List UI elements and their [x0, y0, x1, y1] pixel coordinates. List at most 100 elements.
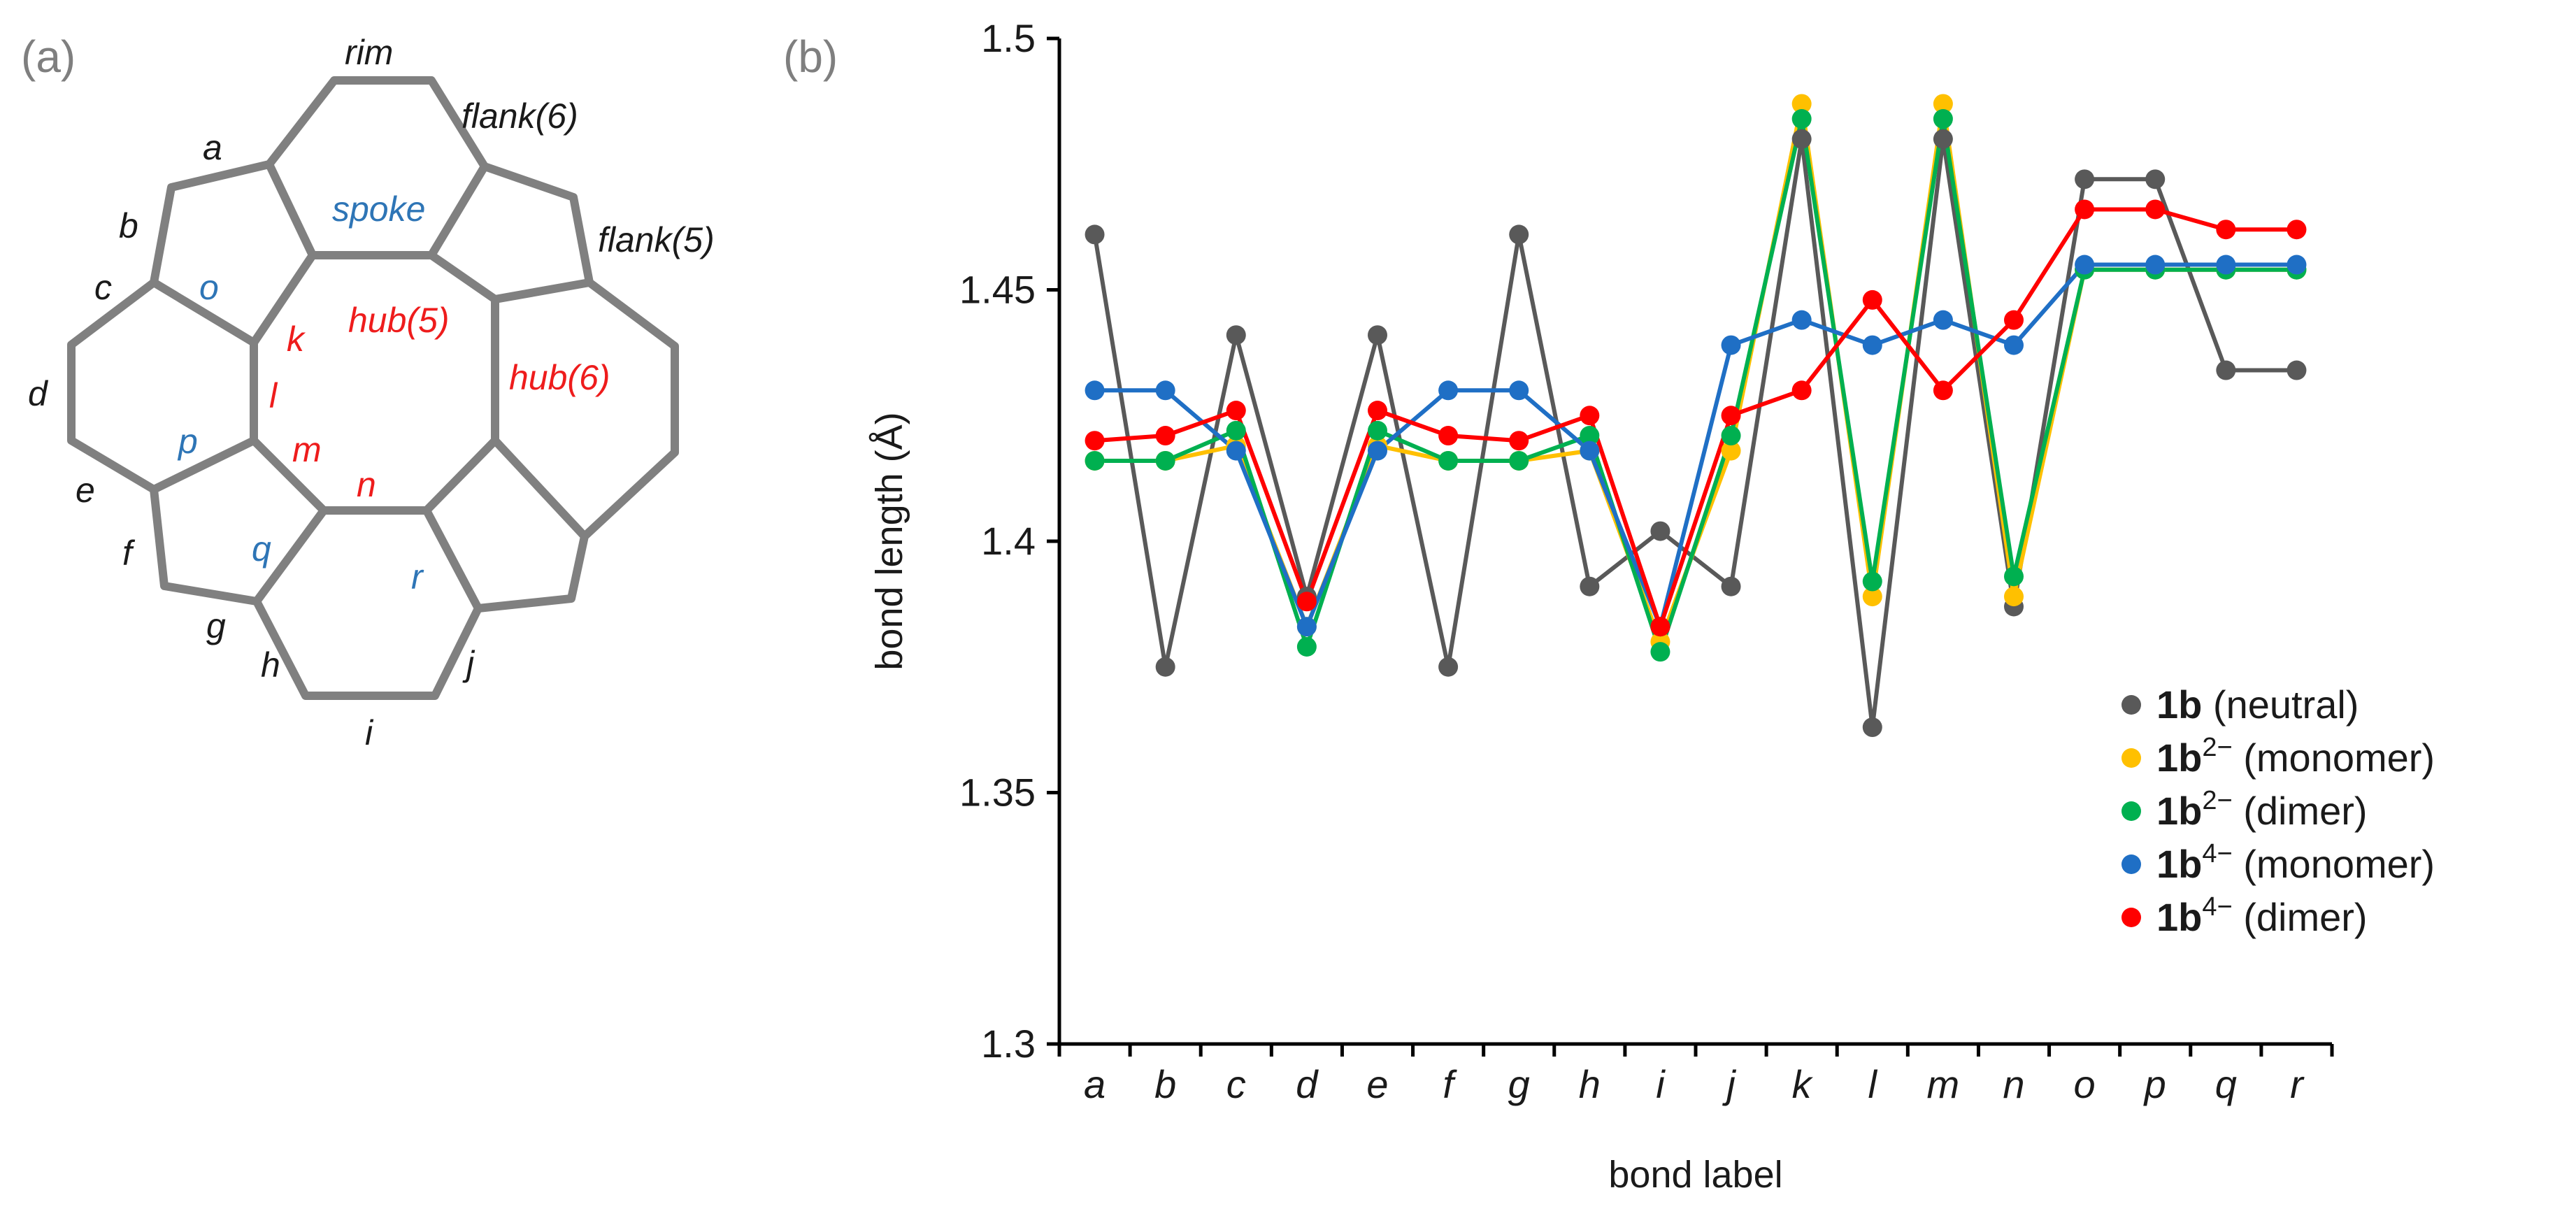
y-tick-label: 1.45 — [959, 268, 1036, 312]
data-point — [2287, 255, 2307, 275]
legend-marker — [2121, 854, 2141, 874]
legend-entry: 1b4− (dimer) — [2156, 892, 2368, 939]
series-lines — [1092, 101, 2297, 729]
data-point — [1721, 406, 1741, 426]
spoke-bond — [491, 278, 594, 303]
x-tick-label: n — [2003, 1062, 2024, 1106]
data-point — [1509, 380, 1529, 401]
label-e: e — [76, 471, 95, 510]
label-spoke: spoke — [332, 189, 425, 229]
data-point — [1791, 380, 1812, 401]
legend-entry: 1b2− (dimer) — [2156, 786, 2368, 833]
data-point — [1650, 617, 1670, 637]
data-point — [1933, 310, 1953, 330]
red-bond-labels: hub(5) hub(6) k l m n — [269, 301, 610, 504]
data-point — [1296, 592, 1317, 612]
data-point — [1721, 441, 1741, 461]
y-tick-label: 1.35 — [959, 771, 1036, 815]
data-point — [1721, 335, 1741, 355]
data-point — [1085, 450, 1105, 471]
series-line-4 — [1094, 207, 2297, 629]
label-l: l — [269, 376, 278, 415]
x-tick-label: d — [1296, 1062, 1319, 1106]
label-h: h — [261, 645, 280, 685]
data-point — [2287, 220, 2307, 240]
label-j: j — [462, 644, 475, 683]
label-i: i — [365, 713, 374, 752]
legend-marker — [2121, 801, 2141, 821]
x-tick-label: k — [1792, 1062, 1814, 1106]
data-point — [1368, 441, 1387, 461]
data-point — [1155, 380, 1175, 401]
data-point — [1791, 94, 1812, 114]
data-point — [1438, 657, 1459, 677]
x-tick-label: l — [1868, 1062, 1878, 1106]
data-point — [1509, 450, 1529, 471]
data-point — [1085, 431, 1105, 451]
data-point — [1438, 450, 1459, 471]
x-tick-label: a — [1084, 1062, 1105, 1106]
data-point — [2145, 199, 2166, 220]
data-point — [1933, 380, 1953, 401]
data-point — [1226, 420, 1246, 441]
x-tick-label: b — [1154, 1062, 1176, 1106]
label-flank5: flank(5) — [598, 220, 715, 259]
data-point — [1791, 109, 1812, 129]
x-tick-label: e — [1366, 1062, 1388, 1106]
y-tick-label: 1.3 — [981, 1022, 1036, 1066]
label-flank6: flank(6) — [461, 96, 578, 136]
x-tick-label: r — [2290, 1062, 2305, 1106]
label-a: a — [203, 128, 222, 167]
spoke-bond — [252, 506, 328, 606]
data-point — [1438, 380, 1459, 401]
spoke-bond — [150, 278, 258, 347]
x-tick-label: f — [1443, 1062, 1457, 1106]
molecule-perimeter — [67, 76, 679, 700]
legend-marker — [2121, 908, 2141, 927]
spoke-bond — [422, 506, 482, 613]
label-q: q — [252, 529, 271, 568]
molecule-diagram — [67, 76, 679, 700]
data-point — [1368, 325, 1387, 345]
label-k: k — [287, 320, 306, 359]
x-tick-label: q — [2215, 1062, 2237, 1106]
data-point — [2004, 310, 2024, 330]
label-d: d — [28, 374, 49, 413]
data-point — [2216, 360, 2236, 380]
data-point — [1580, 406, 1600, 426]
x-tick-label: j — [1722, 1062, 1736, 1106]
data-point — [1509, 431, 1529, 451]
legend-marker — [2121, 695, 2141, 715]
spoke-bond — [265, 160, 317, 259]
x-tick-label: i — [1656, 1062, 1666, 1106]
data-point — [1509, 224, 1529, 245]
data-point — [1296, 636, 1317, 657]
data-point — [1933, 129, 1953, 149]
x-tick-label: c — [1226, 1062, 1246, 1106]
x-tick-label: o — [2074, 1062, 2096, 1106]
data-point — [1791, 129, 1812, 149]
legend-entry: 1b2− (monomer) — [2156, 733, 2435, 780]
label-o: o — [199, 268, 219, 307]
outer-bond-labels: rim flank(6) flank(5) a b c d e f g h i … — [28, 33, 715, 752]
data-point — [1862, 587, 1882, 607]
data-point — [1862, 289, 1882, 310]
chart-axes — [1047, 36, 2334, 1057]
label-rim: rim — [345, 33, 393, 72]
label-f: f — [122, 534, 136, 573]
data-point — [1085, 224, 1105, 245]
data-point — [1226, 401, 1246, 421]
y-axis-label: bond length (Å) — [868, 412, 910, 670]
data-point — [1933, 109, 1953, 129]
series-line-3 — [1094, 262, 2297, 629]
y-tick-label: 1.4 — [981, 519, 1036, 563]
legend-entry: 1b (neutral) — [2156, 682, 2359, 727]
x-tick-label: h — [1579, 1062, 1601, 1106]
data-point — [1296, 617, 1317, 637]
data-point — [2075, 169, 2095, 189]
data-point — [2004, 587, 2024, 607]
data-point — [1862, 335, 1882, 355]
